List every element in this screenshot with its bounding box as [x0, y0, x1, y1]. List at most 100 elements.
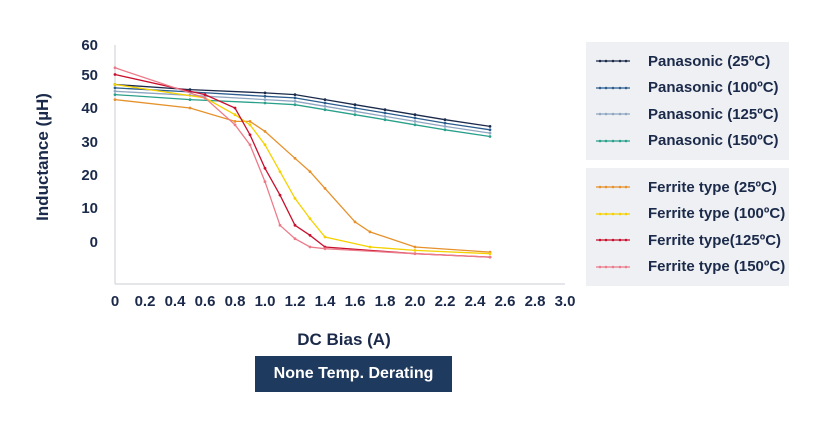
- temperature-derating-badge: None Temp. Derating: [255, 356, 452, 392]
- legend-label: Panasonic (150ºC): [648, 132, 779, 149]
- legend-ferrite: Ferrite type (25ºC) Ferrite type (100ºC) F…: [586, 168, 789, 286]
- series-line: [114, 83, 491, 128]
- data-point: [263, 101, 267, 105]
- data-point: [233, 113, 237, 117]
- legend-item: Ferrite type (25ºC): [586, 177, 777, 197]
- data-point: [233, 123, 237, 127]
- data-point: [413, 249, 417, 252]
- data-point: [413, 252, 417, 256]
- legend-swatch: [596, 86, 630, 89]
- x-tick-label: 0.6: [195, 293, 216, 310]
- series-line: [114, 98, 491, 253]
- data-point: [413, 120, 417, 123]
- data-point: [308, 217, 312, 221]
- data-point: [368, 230, 372, 234]
- legend-item: Panasonic (150ºC): [586, 131, 779, 151]
- data-point: [308, 245, 312, 249]
- data-point: [383, 118, 387, 122]
- data-point: [353, 103, 357, 107]
- legend-label: Ferrite type (150ºC): [648, 258, 786, 275]
- y-tick-label: 60: [81, 37, 98, 54]
- x-tick-label: 0: [111, 293, 119, 310]
- x-tick-label: 1.0: [255, 293, 276, 310]
- data-point: [188, 106, 192, 110]
- y-tick-label: 40: [81, 100, 98, 117]
- data-point: [263, 91, 267, 95]
- legend-swatch: [596, 212, 630, 215]
- data-point: [263, 98, 267, 101]
- data-point: [413, 113, 417, 117]
- data-point: [323, 98, 327, 101]
- data-point: [368, 245, 372, 249]
- data-point: [323, 104, 327, 108]
- data-point: [293, 156, 297, 160]
- data-point: [263, 130, 267, 133]
- y-axis-title: Inductance (µH): [33, 93, 52, 221]
- data-point: [188, 88, 192, 91]
- data-point: [113, 66, 117, 70]
- data-point: [293, 96, 297, 100]
- data-point: [353, 113, 357, 117]
- data-point: [488, 135, 492, 138]
- data-point: [113, 73, 117, 76]
- data-point: [293, 223, 297, 227]
- legend-item: Panasonic (125ºC): [586, 104, 779, 124]
- data-point: [353, 109, 357, 113]
- data-point: [263, 166, 267, 170]
- data-point: [293, 93, 297, 96]
- data-point: [278, 170, 282, 174]
- data-point: [383, 115, 387, 118]
- legend-label: Ferrite type (100ºC): [648, 205, 786, 222]
- legend-label: Ferrite type(125ºC): [648, 231, 782, 249]
- x-tick-label: 0.4: [165, 293, 187, 310]
- x-tick-label: 1.2: [285, 293, 306, 310]
- data-point: [488, 125, 492, 128]
- legend-item: Ferrite type (100ºC): [586, 204, 785, 224]
- series-line: [114, 93, 491, 138]
- data-point: [413, 116, 417, 120]
- data-point: [113, 93, 117, 96]
- x-tick-label: 2.4: [465, 293, 487, 310]
- data-point: [443, 128, 447, 132]
- y-tick-label: 20: [81, 167, 98, 184]
- data-point: [383, 111, 387, 115]
- data-point: [323, 187, 327, 190]
- legend-item: Ferrite type (150ºC): [586, 257, 785, 277]
- legend-item: Ferrite type(125ºC): [586, 230, 781, 250]
- x-tick-label: 1.6: [345, 293, 366, 310]
- data-point: [413, 245, 417, 249]
- data-point: [413, 123, 417, 127]
- data-point: [248, 133, 252, 137]
- y-tick-label: 30: [81, 134, 98, 151]
- legend-swatch: [596, 112, 630, 116]
- data-point: [248, 143, 252, 147]
- data-point: [248, 123, 252, 127]
- legend-swatch: [596, 238, 630, 242]
- data-point: [263, 94, 267, 98]
- data-point: [443, 118, 447, 122]
- x-tick-label: 2.2: [435, 293, 456, 310]
- legend-swatch: [596, 265, 630, 268]
- x-tick-label: 1.8: [375, 293, 396, 310]
- data-point: [323, 101, 327, 105]
- legend-panasonic: Panasonic (25ºC) Panasonic (100ºC) Panason…: [586, 42, 789, 160]
- data-point: [293, 197, 297, 200]
- legend-item: Panasonic (100ºC): [586, 78, 779, 98]
- data-point: [113, 83, 117, 86]
- x-tick-label: 0.8: [225, 293, 246, 310]
- data-point: [113, 98, 117, 101]
- y-axis-ticks: 60 50 40 30 20 10 0: [81, 37, 98, 251]
- series-1: [113, 86, 492, 132]
- data-point: [113, 89, 117, 93]
- data-point: [383, 108, 387, 112]
- y-tick-label: 10: [81, 200, 98, 217]
- data-point: [293, 237, 297, 241]
- x-axis-title: DC Bias (A): [297, 330, 391, 349]
- data-point: [308, 233, 312, 237]
- data-point: [233, 120, 237, 123]
- data-point: [263, 143, 267, 147]
- series-3: [113, 93, 492, 138]
- data-point: [293, 103, 297, 107]
- data-point: [353, 220, 357, 224]
